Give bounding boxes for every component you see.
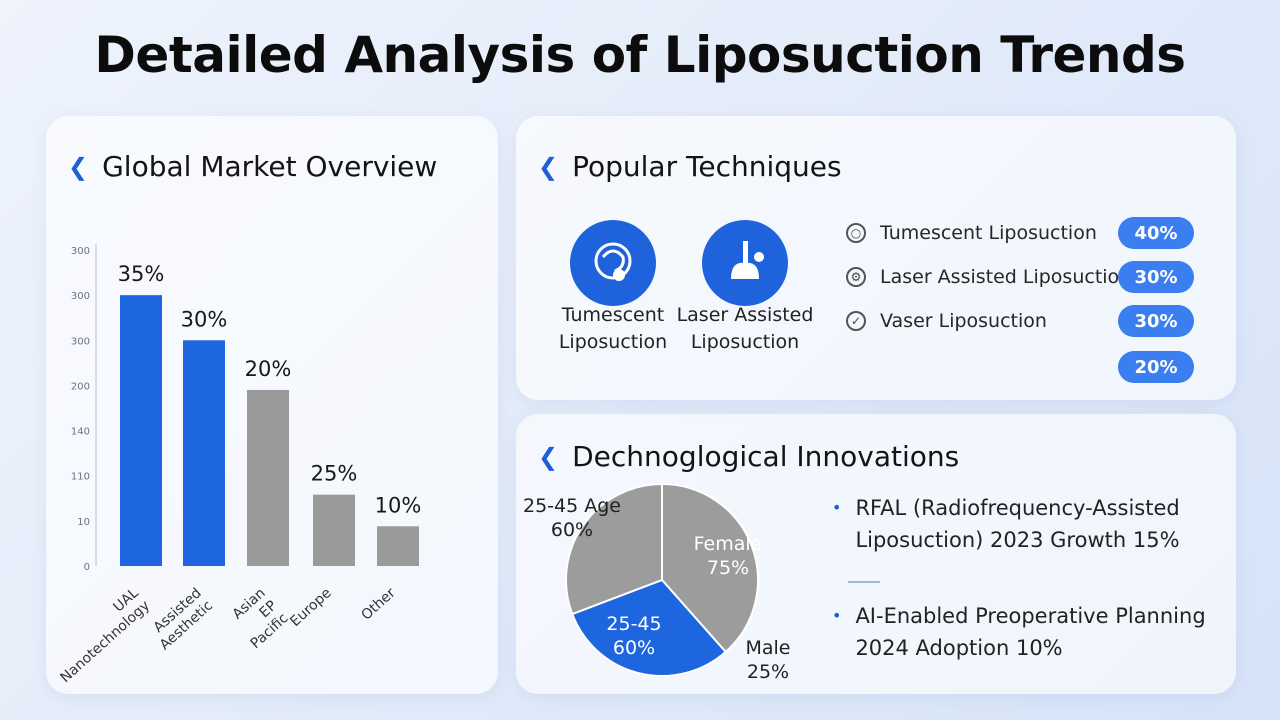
check-icon: ✓ [846,311,866,331]
market-bar-chart: 0 10 110 140 200 300 300 300 35% UALNanotechnolog… [57,244,422,686]
x-tick-word: Europe [287,585,334,630]
innovations-panel: ❮ Dechnoglogical Innovations Female 75% 25… [516,414,1236,694]
bullet-icon: • [832,498,842,517]
x-tick-label: Other [358,585,398,624]
innovation-line: 2024 Adoption 10% [855,636,1063,660]
percent-pill: 40% [1118,217,1194,249]
technique-label: Vaser Liposuction [880,310,1047,332]
innovation-line: AI-Enabled Preoperative Planning [855,604,1206,628]
pie-slice [661,482,759,654]
market-overview-heading: ❮ Global Market Overview [68,150,437,183]
tech-caption-line: Liposuction [558,331,668,353]
pie-slice-label: 25-45 [606,613,661,635]
bar [183,340,225,566]
bar [377,526,419,566]
tumescent-icon [570,220,656,306]
technique-label: Tumescent Liposuction [880,222,1097,244]
percent-pill: 20% [1118,351,1194,383]
bar-data-label: 20% [245,357,292,381]
technique-label: Laser Assisted Liposuction [880,266,1132,288]
y-tick-label: 140 [71,427,90,438]
pie-slice [565,482,663,616]
innovation-line: Liposuction) 2023 Growth 15% [855,528,1180,552]
bar [120,295,162,566]
y-tick-label: 110 [71,472,90,483]
y-tick-label: 300 [71,246,90,257]
tech-caption-line: Tumescent [561,304,665,326]
pie-slice-label: Female [694,533,763,555]
innovations-title: Dechnoglogical Innovations [572,440,960,473]
divider [848,581,880,583]
y-tick-label: 300 [71,291,90,302]
popular-techniques-title: Popular Techniques [572,150,842,183]
pie-outside-value: 25% [747,661,789,683]
bar-data-label: 10% [375,493,422,517]
laser-icon [702,220,788,306]
x-tick-word: Nanotechnology [57,598,153,686]
market-overview-title: Global Market Overview [102,150,438,183]
y-tick-label: 0 [84,562,90,573]
percent-pill: 30% [1118,261,1194,293]
bar-data-label: 35% [118,262,165,286]
y-tick-label: 10 [77,517,90,528]
y-tick-label: 300 [71,336,90,347]
y-tick-label: 200 [71,381,90,392]
bar [313,494,355,566]
pie-slice-value: 75% [707,557,749,579]
page-title: Detailed Analysis of Liposuction Trends [94,26,1186,84]
chevron-left-icon[interactable]: ❮ [538,152,559,181]
pie-slice-label: 25-45 Age [523,495,621,517]
bar-data-label: 25% [311,462,358,486]
bar-data-label: 30% [181,307,228,331]
tech-caption-tumescent: Tumescent Liposuction [543,302,683,356]
popular-techniques-heading: ❮ Popular Techniques [538,150,842,183]
innovation-item: • RFAL (Radiofrequency-Assisted Liposuct… [832,492,1180,556]
x-tick-word: Other [358,585,398,624]
innovations-heading: ❮ Dechnoglogical Innovations [538,440,959,473]
pie-outside-label: Male [745,637,790,659]
target-icon: ○ [846,223,866,243]
popular-techniques-panel: ❮ Popular Techniques Tumescent Liposucti… [516,116,1236,400]
bullet-icon: • [832,606,842,625]
technique-row: ⚙ Laser Assisted Liposuction [846,266,1131,288]
tech-caption-line: Laser Assisted [676,304,814,326]
percent-pill: 30% [1118,305,1194,337]
pie-slice-value: 60% [551,519,593,541]
pie-slice [570,578,728,677]
innovation-line: RFAL (Radiofrequency-Assisted [855,496,1180,520]
tech-caption-line: Liposuction [690,331,800,353]
x-tick-label: Europe [287,585,334,630]
bar [247,389,289,566]
innovation-item: • AI-Enabled Preoperative Planning 2024 … [832,600,1206,664]
tech-caption-laser: Laser Assisted Liposuction [675,302,815,356]
chevron-left-icon[interactable]: ❮ [68,152,89,181]
technique-row: ✓ Vaser Liposuction [846,310,1047,332]
chevron-left-icon[interactable]: ❮ [538,442,559,471]
gear-icon: ⚙ [846,267,866,287]
pie-slice-value: 60% [613,637,655,659]
market-overview-panel: ❮ Global Market Overview 0 10 110 140 200 300… [46,116,498,694]
technique-row: ○ Tumescent Liposuction [846,222,1097,244]
